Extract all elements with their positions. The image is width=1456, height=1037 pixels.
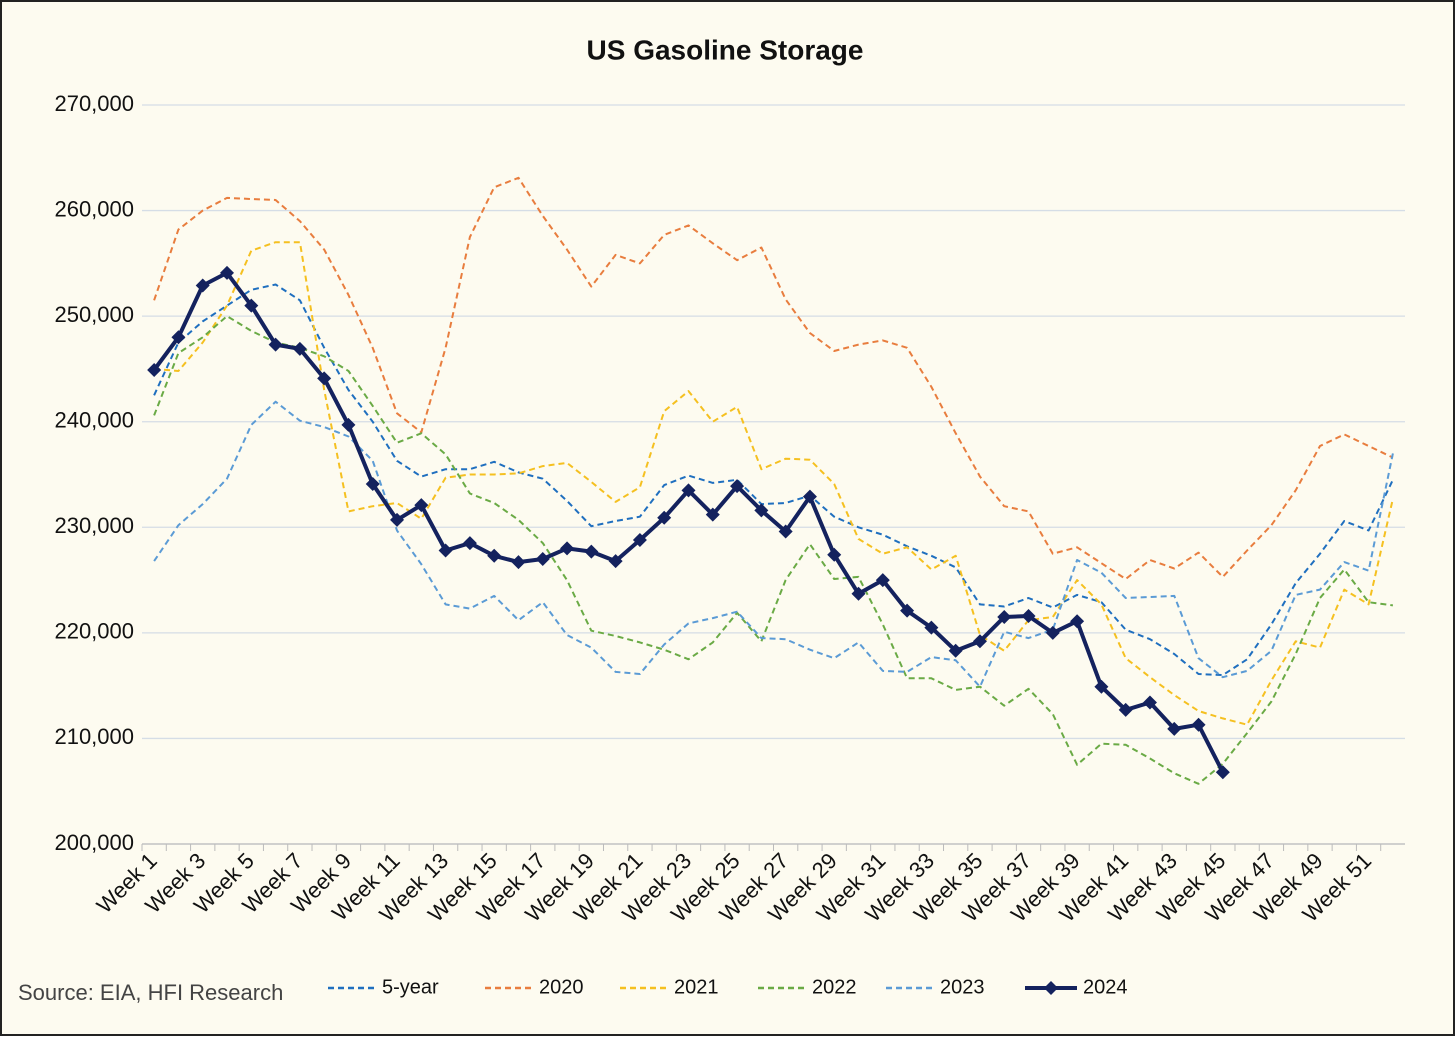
data-point [1118, 702, 1133, 717]
legend-label: 2021 [674, 976, 719, 998]
y-tick-label: 210,000 [54, 724, 134, 749]
data-point [754, 503, 769, 518]
data-point [730, 479, 745, 494]
y-tick-label: 240,000 [54, 408, 134, 433]
data-point [997, 610, 1012, 625]
data-point [851, 586, 866, 601]
data-point [560, 541, 575, 556]
source-note: Source: EIA, HFI Research [18, 980, 283, 1005]
data-point [1142, 695, 1157, 710]
series-line [153, 176, 1394, 580]
data-point [802, 489, 817, 504]
data-point [924, 620, 939, 635]
chart-title: US Gasoline Storage [587, 34, 864, 65]
data-point [292, 341, 307, 356]
legend-label: 2024 [1083, 976, 1128, 998]
data-point [1021, 608, 1036, 623]
data-point [900, 603, 915, 618]
data-point [681, 483, 696, 498]
legend-label: 2023 [940, 976, 985, 998]
data-point [511, 555, 526, 570]
data-point [608, 554, 623, 569]
series-line [154, 241, 1394, 726]
y-tick-label: 260,000 [54, 196, 134, 221]
data-point [632, 532, 647, 547]
data-point [462, 536, 477, 551]
y-tick-label: 230,000 [54, 513, 134, 538]
data-point [1191, 717, 1206, 732]
data-point [1167, 721, 1182, 736]
data-point [341, 417, 356, 432]
data-point [1045, 625, 1060, 640]
data-point [1094, 679, 1109, 694]
data-point [705, 507, 720, 522]
series-line [153, 400, 1394, 688]
data-point [268, 337, 283, 352]
data-point [171, 330, 186, 345]
data-point [948, 643, 963, 658]
series-line [153, 315, 1394, 785]
data-point [657, 510, 672, 525]
data-point [317, 371, 332, 386]
data-point [778, 524, 793, 539]
data-point [1070, 614, 1085, 629]
data-point [535, 551, 550, 566]
data-point [390, 512, 405, 527]
data-point [584, 544, 599, 559]
legend-label: 2020 [539, 976, 584, 998]
legend-label: 2022 [812, 976, 857, 998]
data-point [220, 265, 235, 280]
data-point [244, 298, 259, 313]
data-point [972, 634, 987, 649]
y-tick-label: 220,000 [54, 619, 134, 644]
data-point [414, 498, 429, 513]
y-tick-label: 270,000 [54, 91, 134, 116]
legend-marker [1044, 981, 1058, 995]
data-point [147, 362, 162, 377]
data-point [875, 573, 890, 588]
y-tick-label: 200,000 [54, 830, 134, 855]
data-point [827, 547, 842, 562]
data-point [365, 477, 380, 492]
legend-label: 5-year [382, 976, 439, 998]
data-point [487, 548, 502, 563]
series-line [153, 283, 1394, 677]
data-point [438, 543, 453, 558]
data-point [195, 278, 210, 293]
data-point [1215, 765, 1230, 780]
y-tick-label: 250,000 [54, 302, 134, 327]
